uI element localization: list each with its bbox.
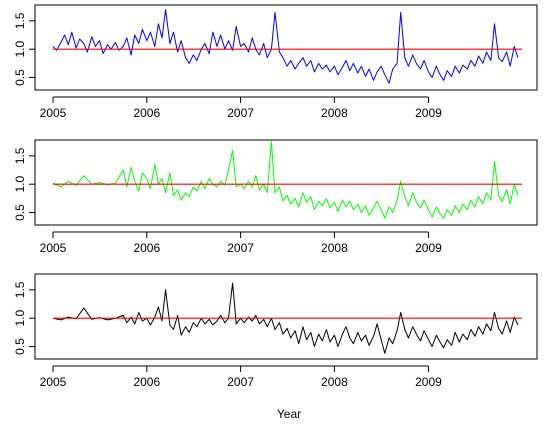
x-tick-label-3-3: 2007 — [227, 375, 254, 389]
x-tick-label-3-4: 2008 — [321, 375, 348, 389]
panels: 0.5 1.0 1.5 2005 2006 2007 2008 2009 0.5 1.0 1.5 20… — [13, 4, 538, 389]
y-tick-label-2-3: 1.5 — [13, 147, 27, 164]
y-tick-label-3-3: 1.5 — [13, 281, 27, 298]
x-tick-label-1-4: 2008 — [321, 106, 348, 120]
y-tick-label-3-2: 1.0 — [13, 310, 27, 327]
panel-1: 0.5 1.0 1.5 2005 2006 2007 2008 2009 — [13, 4, 538, 120]
series-line-1-1 — [52, 9, 519, 84]
y-tick-label-2-1: 0.5 — [13, 204, 27, 221]
x-tick-label-2-4: 2008 — [321, 241, 348, 255]
panel-frame-3 — [34, 273, 538, 360]
y-tick-label-1-3: 1.5 — [13, 12, 27, 29]
panel-3: 0.5 1.0 1.5 2005 2006 2007 2008 2009 — [13, 273, 538, 389]
x-tick-label-1-2: 2006 — [133, 106, 160, 120]
x-tick-label-3-1: 2005 — [40, 375, 67, 389]
x-tick-label-1-1: 2005 — [40, 106, 67, 120]
x-tick-label-2-5: 2009 — [415, 241, 442, 255]
x-tick-label-1-3: 2007 — [227, 106, 254, 120]
panel-frame-1 — [34, 4, 538, 91]
x-tick-label-3-2: 2006 — [133, 375, 160, 389]
x-tick-label-2-1: 2005 — [40, 241, 67, 255]
x-tick-label-2-2: 2006 — [133, 241, 160, 255]
x-tick-label-3-5: 2009 — [415, 375, 442, 389]
x-tick-label-2-3: 2007 — [227, 241, 254, 255]
y-tick-label-1-2: 1.0 — [13, 41, 27, 58]
y-tick-label-1-1: 0.5 — [13, 69, 27, 86]
y-tick-label-3-1: 0.5 — [13, 338, 27, 355]
panel-2: 0.5 1.0 1.5 2005 2006 2007 2008 2009 — [13, 139, 538, 255]
series-line-2-1 — [52, 141, 519, 219]
x-axis-title: Year — [277, 407, 301, 421]
y-tick-label-2-2: 1.0 — [13, 176, 27, 193]
panel-frame-2 — [34, 139, 538, 226]
series-line-3-1 — [52, 282, 519, 354]
x-tick-label-1-5: 2009 — [415, 106, 442, 120]
